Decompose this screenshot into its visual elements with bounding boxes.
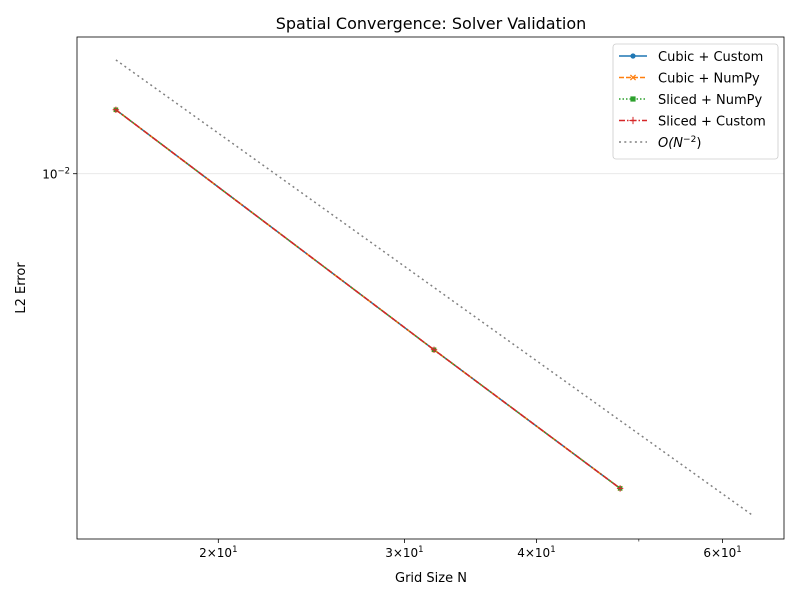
axes-frame xyxy=(76,36,785,540)
legend-marker-3 xyxy=(629,116,637,125)
legend-marker-2 xyxy=(630,96,636,102)
legend-marker-0 xyxy=(630,53,636,59)
series-line-3 xyxy=(115,109,621,489)
data-point-3-2 xyxy=(616,485,624,492)
x-tick-label: 4×101 xyxy=(517,545,555,560)
x-tick-label: 2×101 xyxy=(199,545,237,560)
y-axis-label: L2 Error xyxy=(14,262,29,314)
legend-label-2: Sliced + NumPy xyxy=(658,93,762,108)
data-point-3-0 xyxy=(112,106,120,114)
legend-box xyxy=(612,43,779,160)
legend-label-0: Cubic + Custom xyxy=(658,50,763,65)
legend-label-4: O(N−2) xyxy=(658,135,701,151)
x-axis-label: Grid Size N xyxy=(395,571,467,586)
x-tick-label: 3×101 xyxy=(385,545,423,560)
y-tick-label: 10−2 xyxy=(42,167,70,182)
legend: Cubic + Custom Cubic + NumPy Sliced + NumP… xyxy=(612,43,779,160)
legend-label-1: Cubic + NumPy xyxy=(658,72,760,87)
chart-title: Spatial Convergence: Solver Validation xyxy=(276,14,587,33)
legend-label-3: Sliced + Custom xyxy=(658,115,766,130)
x-tick-label: 6×101 xyxy=(703,545,741,560)
data-point-3-1 xyxy=(430,346,438,354)
legend-marker-1 xyxy=(629,74,637,81)
